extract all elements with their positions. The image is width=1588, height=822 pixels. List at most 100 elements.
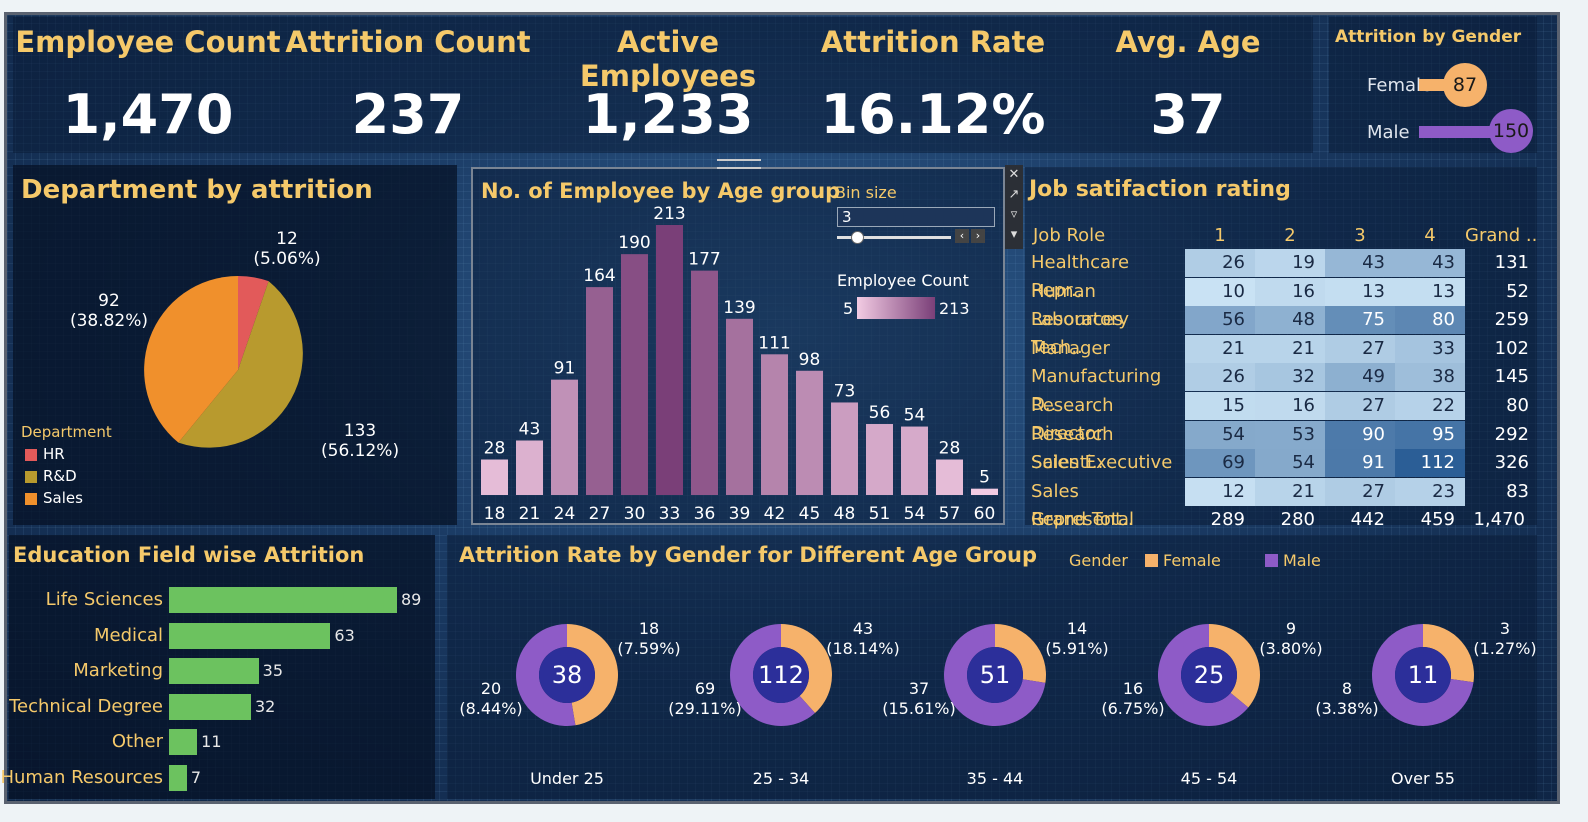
age-bar[interactable]	[901, 426, 928, 495]
age-bar[interactable]	[481, 459, 508, 495]
heatmap-cell[interactable]: 22	[1395, 392, 1465, 420]
age-bar[interactable]	[726, 318, 753, 495]
edu-bar[interactable]	[169, 693, 251, 720]
heatmap-cell[interactable]: 43	[1395, 249, 1465, 277]
donut-total: 51	[967, 647, 1023, 703]
heatmap-cell[interactable]: 27	[1325, 334, 1395, 363]
age-bar[interactable]	[936, 459, 963, 495]
heatmap-cell[interactable]: 54	[1255, 449, 1325, 478]
edu-bar[interactable]	[169, 622, 331, 649]
heatmap-cell[interactable]: 90	[1325, 420, 1395, 449]
heatmap-cell[interactable]: 33	[1395, 334, 1465, 363]
heatmap-cell[interactable]: 10	[1185, 277, 1255, 306]
donut-segment-female[interactable]	[1423, 624, 1474, 683]
kpi-value: 1,233	[582, 83, 754, 146]
heatmap-cell[interactable]: 21	[1255, 334, 1325, 363]
heatmap-cell[interactable]: 27	[1325, 477, 1395, 506]
heatmap-cell[interactable]: 80	[1395, 306, 1465, 335]
heatmap-cell[interactable]: 69	[1185, 449, 1255, 478]
age-bar[interactable]	[586, 287, 613, 495]
donut-label-value: 8	[1341, 679, 1353, 698]
age-bar[interactable]	[516, 440, 543, 495]
heatmap-cell[interactable]: 15	[1185, 392, 1255, 420]
bin-size-slider[interactable]	[837, 231, 951, 244]
age-bar[interactable]	[831, 402, 858, 495]
kpi-panel: Employee Count 1,470 Attrition Count 237…	[13, 17, 1313, 153]
donut-segment-female[interactable]	[781, 624, 832, 714]
slider-prev-button[interactable]: ‹	[955, 229, 969, 243]
column-header: Grand ..	[1465, 225, 1538, 246]
heatmap-cell[interactable]: 26	[1185, 249, 1255, 277]
age-bar[interactable]	[796, 370, 823, 495]
kpi-label: Active Employees	[579, 25, 757, 93]
donut-segment-female[interactable]	[1209, 624, 1260, 708]
heatmap-cell[interactable]: 13	[1395, 277, 1465, 306]
heatmap-cell[interactable]: 38	[1395, 363, 1465, 392]
open-icon[interactable]: ↗	[1008, 187, 1020, 202]
age-bar[interactable]	[656, 225, 683, 495]
donut-segment-male[interactable]	[1372, 624, 1474, 726]
donut-segment-male[interactable]	[944, 624, 1046, 726]
heatmap-cell[interactable]: 23	[1395, 477, 1465, 506]
pie-label-value: 12	[276, 229, 298, 249]
row-total: 145	[1494, 366, 1529, 388]
x-tick-label: 18	[484, 504, 506, 524]
edu-bar[interactable]	[169, 658, 259, 684]
legend-label: Female	[1163, 551, 1221, 570]
donut-segment-male[interactable]	[1158, 624, 1249, 726]
heatmap-cell[interactable]: 49	[1325, 363, 1395, 392]
heatmap-cell[interactable]: 75	[1325, 306, 1395, 335]
heatmap-cell[interactable]: 91	[1325, 449, 1395, 478]
heatmap-cell[interactable]: 48	[1255, 306, 1325, 335]
bin-size-input[interactable]	[837, 207, 995, 227]
heatmap-cell[interactable]: 53	[1255, 420, 1325, 449]
x-tick-label: 39	[729, 504, 751, 524]
slider-thumb[interactable]	[851, 231, 864, 244]
edu-bar[interactable]	[169, 587, 397, 613]
donut-segment-male[interactable]	[730, 624, 815, 726]
heatmap-cell[interactable]: 95	[1395, 420, 1465, 449]
resize-handle[interactable]	[717, 159, 761, 169]
pie-label-value: 92	[98, 291, 120, 311]
x-tick-label: 24	[554, 504, 576, 524]
heatmap-cell[interactable]: 54	[1185, 420, 1255, 449]
more-options-icon[interactable]: ▾	[1010, 227, 1018, 242]
age-bar[interactable]	[691, 270, 718, 495]
donut-total: 38	[539, 647, 595, 703]
heatmap-cell[interactable]: 12	[1185, 477, 1255, 506]
heatmap-cell[interactable]: 19	[1255, 249, 1325, 277]
slider-next-button[interactable]: ›	[971, 229, 985, 243]
edu-bar[interactable]	[169, 764, 187, 791]
heatmap-cell[interactable]: 56	[1185, 306, 1255, 335]
donut-label-male: 69 (29.11%)	[665, 679, 745, 719]
heatmap-cell[interactable]: 21	[1185, 334, 1255, 363]
filter-icon[interactable]: ▿	[1010, 207, 1018, 222]
education-bar-chart: Life Sciences 89 Medical 63 Marketing 35 Techn…	[0, 535, 435, 799]
heatmap-cell[interactable]: 32	[1255, 363, 1325, 392]
donut-segment-male[interactable]	[516, 624, 576, 726]
heatmap-cell[interactable]: 112	[1395, 449, 1465, 478]
age-bar[interactable]	[551, 379, 578, 495]
age-bar[interactable]	[971, 488, 998, 495]
donut-label-female: 14 (5.91%)	[1037, 619, 1117, 659]
heatmap-cell[interactable]: 13	[1325, 277, 1395, 306]
job-heatmap: Job Role 1 2 3 4 Grand .. Healthcare Repr.. 26 1…	[1025, 167, 1538, 530]
donut-segment-female[interactable]	[995, 624, 1046, 683]
pie-slice-sales	[144, 276, 238, 443]
heatmap-cell[interactable]: 16	[1255, 392, 1325, 420]
heatmap-cell[interactable]: 43	[1325, 249, 1395, 277]
age-bar[interactable]	[761, 354, 788, 495]
heatmap-cell[interactable]: 26	[1185, 363, 1255, 392]
edu-label: Other	[111, 731, 163, 752]
heatmap-cell[interactable]: 16	[1255, 277, 1325, 306]
age-bar[interactable]	[866, 424, 893, 495]
age-bar[interactable]	[621, 254, 648, 495]
donut-label-pct: (8.44%)	[459, 699, 523, 718]
heatmap-cell[interactable]: 21	[1255, 477, 1325, 506]
education-panel: Education Field wise Attrition Life Scie…	[0, 535, 435, 799]
close-icon[interactable]: ✕	[1008, 167, 1020, 182]
edu-bar[interactable]	[169, 729, 198, 755]
bar-value-label: 139	[723, 298, 755, 318]
pie-label: 92 (38.82%)	[69, 291, 149, 331]
heatmap-cell[interactable]: 27	[1325, 392, 1395, 420]
